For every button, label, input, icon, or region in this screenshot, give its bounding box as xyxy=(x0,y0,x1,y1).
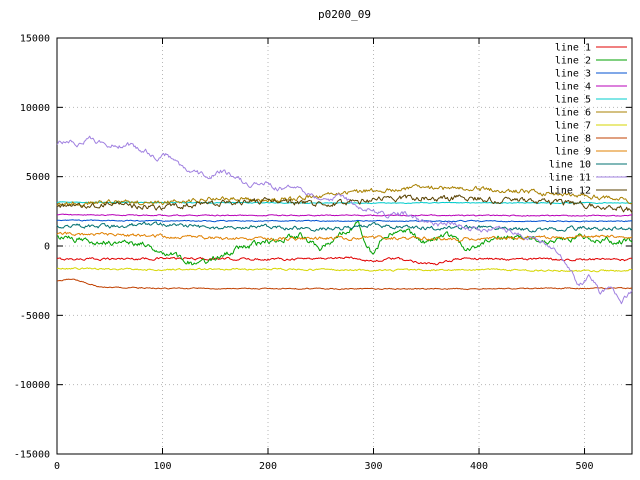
x-tick-label: 0 xyxy=(54,461,60,472)
y-tick-label: -10000 xyxy=(14,380,50,391)
x-tick-label: 100 xyxy=(153,461,171,472)
legend-label-7: line 7 xyxy=(555,121,591,132)
x-tick-label: 300 xyxy=(364,461,382,472)
legend-label-2: line 2 xyxy=(555,56,591,67)
series-line-7 xyxy=(56,267,633,273)
y-tick-label: 10000 xyxy=(20,103,50,114)
legend-label-5: line 5 xyxy=(555,95,591,106)
y-tick-label: -15000 xyxy=(14,450,50,461)
legend-label-11: line 11 xyxy=(549,173,591,184)
series-line-4 xyxy=(56,213,633,217)
chart-title: p0200_09 xyxy=(318,8,371,21)
series-line-3 xyxy=(56,219,633,223)
legend-label-3: line 3 xyxy=(555,69,591,80)
legend-label-9: line 9 xyxy=(555,147,591,158)
y-tick-label: 15000 xyxy=(20,34,50,45)
series-line-8 xyxy=(56,278,633,291)
y-tick-label: 0 xyxy=(44,242,50,253)
legend-label-8: line 8 xyxy=(555,134,591,145)
series-line-9 xyxy=(56,231,633,242)
plot-border xyxy=(56,37,633,455)
series-line-12 xyxy=(56,194,633,214)
legend-label-6: line 6 xyxy=(555,108,591,119)
series-line-1 xyxy=(56,256,632,266)
legend-label-12: line 12 xyxy=(549,186,591,197)
series-line-6 xyxy=(56,183,633,207)
x-tick-label: 500 xyxy=(575,461,593,472)
legend-label-10: line 10 xyxy=(549,160,591,171)
legend-label-4: line 4 xyxy=(555,82,591,93)
x-tick-label: 200 xyxy=(259,461,277,472)
series-line-10 xyxy=(56,221,633,233)
series-line-2 xyxy=(56,220,633,266)
y-tick-label: -5000 xyxy=(20,311,50,322)
x-tick-label: 400 xyxy=(470,461,488,472)
y-tick-label: 5000 xyxy=(26,172,50,183)
series-line-11 xyxy=(56,135,633,305)
legend-label-1: line 1 xyxy=(555,43,591,54)
